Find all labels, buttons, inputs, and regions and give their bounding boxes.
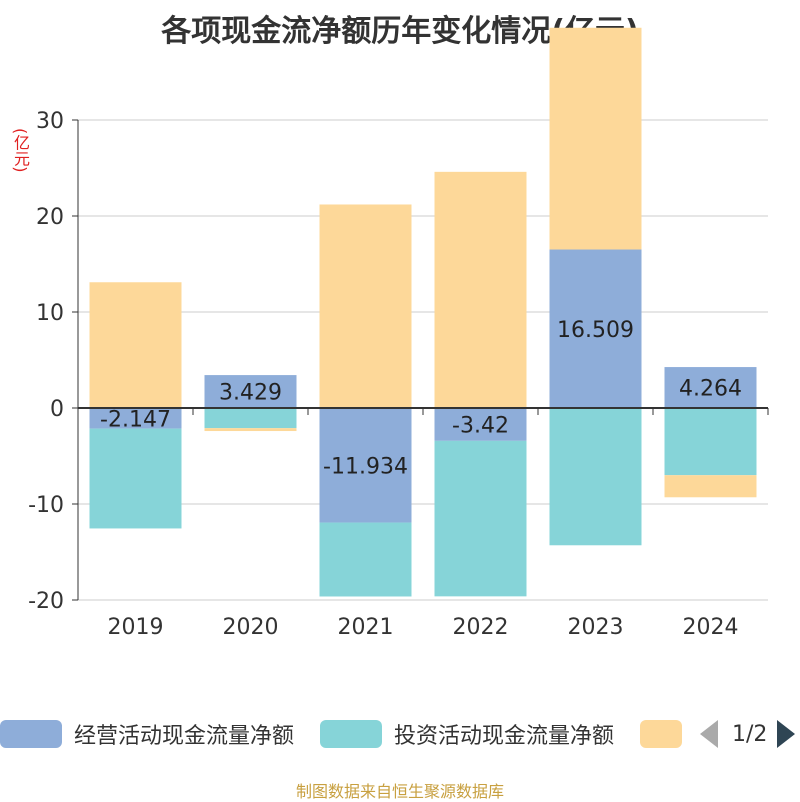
bar-2021-series-2 (319, 204, 412, 408)
legend-label-operating: 经营活动现金流量净额 (74, 724, 295, 749)
y-tick-label: 0 (50, 397, 64, 422)
bar-2019-series-1 (89, 428, 182, 529)
bar-2024-series-2 (664, 475, 757, 498)
bar-2021-series-0 (319, 408, 412, 523)
data-label: 4.264 (679, 377, 742, 402)
bar-2022-series-0 (434, 408, 527, 441)
bar-2019-series-0 (89, 408, 182, 429)
data-label: 3.429 (219, 381, 282, 406)
x-tick-label: 2022 (453, 615, 509, 640)
legend-item-operating[interactable]: 经营活动现金流量净额 (0, 716, 294, 752)
y-axis-unit-label: (亿元) (11, 127, 30, 173)
bar-2023-series-2 (549, 27, 642, 250)
legend-label-investing: 投资活动现金流量净额 (394, 724, 615, 749)
x-tick-label: 2019 (108, 615, 164, 640)
bar-2020-series-1 (204, 408, 297, 429)
legend-page-indicator: 1/2 (732, 721, 768, 747)
x-tick-label: 2020 (223, 615, 279, 640)
y-tick-label: -20 (28, 589, 64, 614)
legend-swatch-third (640, 720, 682, 748)
bar-2020-series-2 (204, 428, 297, 432)
bar-2019-series-2 (89, 282, 182, 408)
y-tick-label: 20 (36, 205, 64, 230)
legend-pager: 1/2 (700, 716, 796, 752)
bar-2023-series-1 (549, 408, 642, 546)
x-tick-label: 2021 (338, 615, 394, 640)
bar-2023-series-0 (549, 249, 642, 408)
bar-2021-series-1 (319, 522, 412, 597)
legend: 经营活动现金流量净额 投资活动现金流量净额 (0, 716, 800, 752)
triangle-left-icon[interactable] (700, 720, 718, 748)
bar-2024-series-0 (664, 367, 757, 408)
bar-layer (89, 27, 757, 597)
chart-plot: -20 -10 0 10 20 30 2019 2020 2021 2022 2023 2024 -2… (28, 27, 769, 640)
y-tick-label: 10 (36, 301, 64, 326)
axis-layer: -20 -10 0 10 20 30 2019 2020 2021 2022 2023 2024 (28, 109, 769, 640)
y-tick-label: -10 (28, 493, 64, 518)
x-tick-label: 2023 (568, 615, 624, 640)
bar-2024-series-1 (664, 408, 757, 476)
legend-swatch-investing (320, 720, 382, 748)
triangle-right-icon[interactable] (777, 720, 796, 748)
legend-item-third[interactable] (640, 716, 682, 752)
data-label: 16.509 (557, 318, 634, 343)
legend-item-investing[interactable]: 投资活动现金流量净额 (320, 716, 614, 752)
data-label-layer: -2.147 3.429 -11.934 -3.42 16.509 4.264 (100, 318, 742, 480)
x-tick-label: 2024 (683, 615, 739, 640)
bar-2022-series-1 (434, 440, 527, 597)
bar-2020-series-0 (204, 375, 297, 408)
source-note: 制图数据来自恒生聚源数据库 (295, 782, 504, 801)
data-label: -2.147 (100, 407, 171, 432)
bar-2022-series-2 (434, 171, 527, 408)
legend-swatch-operating (0, 720, 62, 748)
data-label: -11.934 (323, 454, 408, 479)
grid-layer (78, 119, 768, 601)
data-label: -3.42 (452, 413, 509, 438)
y-tick-label: 30 (36, 109, 64, 134)
